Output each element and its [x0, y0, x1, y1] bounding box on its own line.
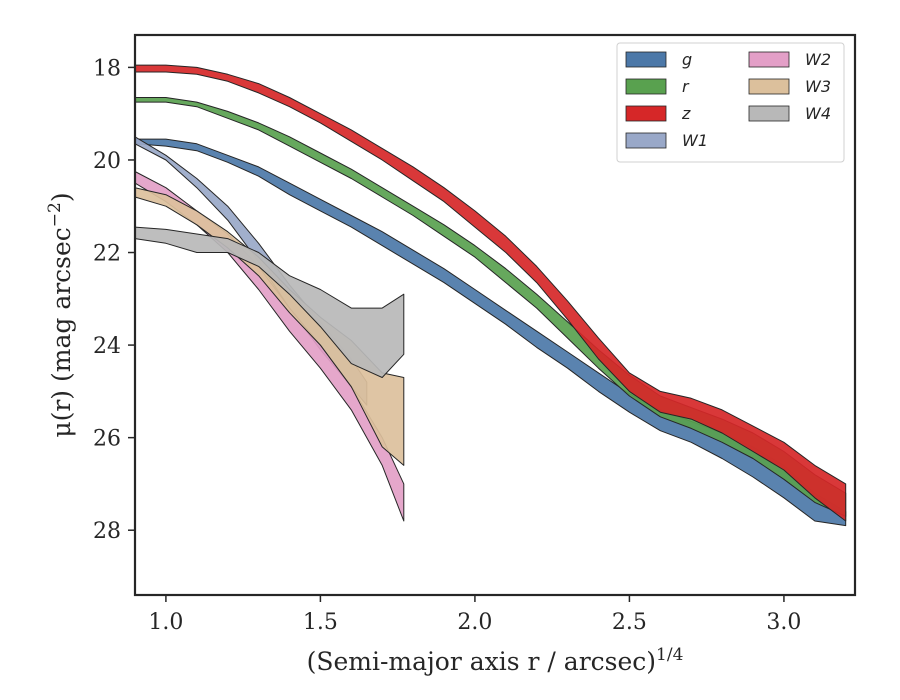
y-axis-ticks: 18 20 22 24 26 28 [93, 56, 135, 544]
x-tick-label: 1.5 [303, 610, 338, 635]
legend-swatch-g [625, 51, 667, 68]
legend-label-r: r [682, 77, 690, 96]
plot-frame [133, 33, 857, 597]
x-axis-label: (Semi-major axis r / arcsec)1/4 [307, 645, 684, 676]
x-axis-ticks: 1.0 1.5 2.0 2.5 3.0 [148, 595, 801, 635]
band-z [134, 64, 847, 522]
band-w4 [134, 226, 405, 378]
legend-items: grz W1 W2 W3 W4 [625, 50, 831, 150]
y-tick-label: 22 [93, 242, 121, 267]
y-tick-label: 24 [93, 334, 121, 359]
y-tick-label: 26 [93, 427, 121, 452]
band-g [134, 138, 847, 527]
x-tick-label: 2.0 [457, 610, 492, 635]
legend-swatch-z [625, 105, 667, 122]
band-w3 [134, 187, 405, 466]
x-tick-label: 1.0 [148, 610, 183, 635]
y-axis-label: μ(r) (mag arcsec−2) [45, 192, 76, 437]
data-bands [134, 64, 847, 527]
y-tick-label: 20 [93, 149, 121, 174]
legend-label-g: g [682, 50, 692, 69]
legend-swatch-w3 [748, 78, 790, 95]
legend-label-w1: W1 [682, 131, 708, 150]
legend-label-w2: W2 [805, 50, 831, 69]
legend-swatch-w4 [748, 105, 790, 122]
legend-swatch-r [625, 78, 667, 95]
x-tick-label: 2.5 [612, 610, 647, 635]
legend-label-z: z [681, 104, 691, 123]
legend: grz W1 W2 W3 W4 [616, 42, 845, 163]
y-tick-label: 18 [93, 56, 121, 81]
legend-box [616, 42, 845, 163]
legend-label-w3: W3 [805, 77, 831, 96]
legend-swatch-w2 [748, 51, 790, 68]
y-tick-label: 28 [93, 519, 121, 544]
legend-swatch-w1 [625, 132, 667, 149]
legend-label-w4: W4 [805, 104, 831, 123]
x-tick-label: 3.0 [766, 610, 801, 635]
